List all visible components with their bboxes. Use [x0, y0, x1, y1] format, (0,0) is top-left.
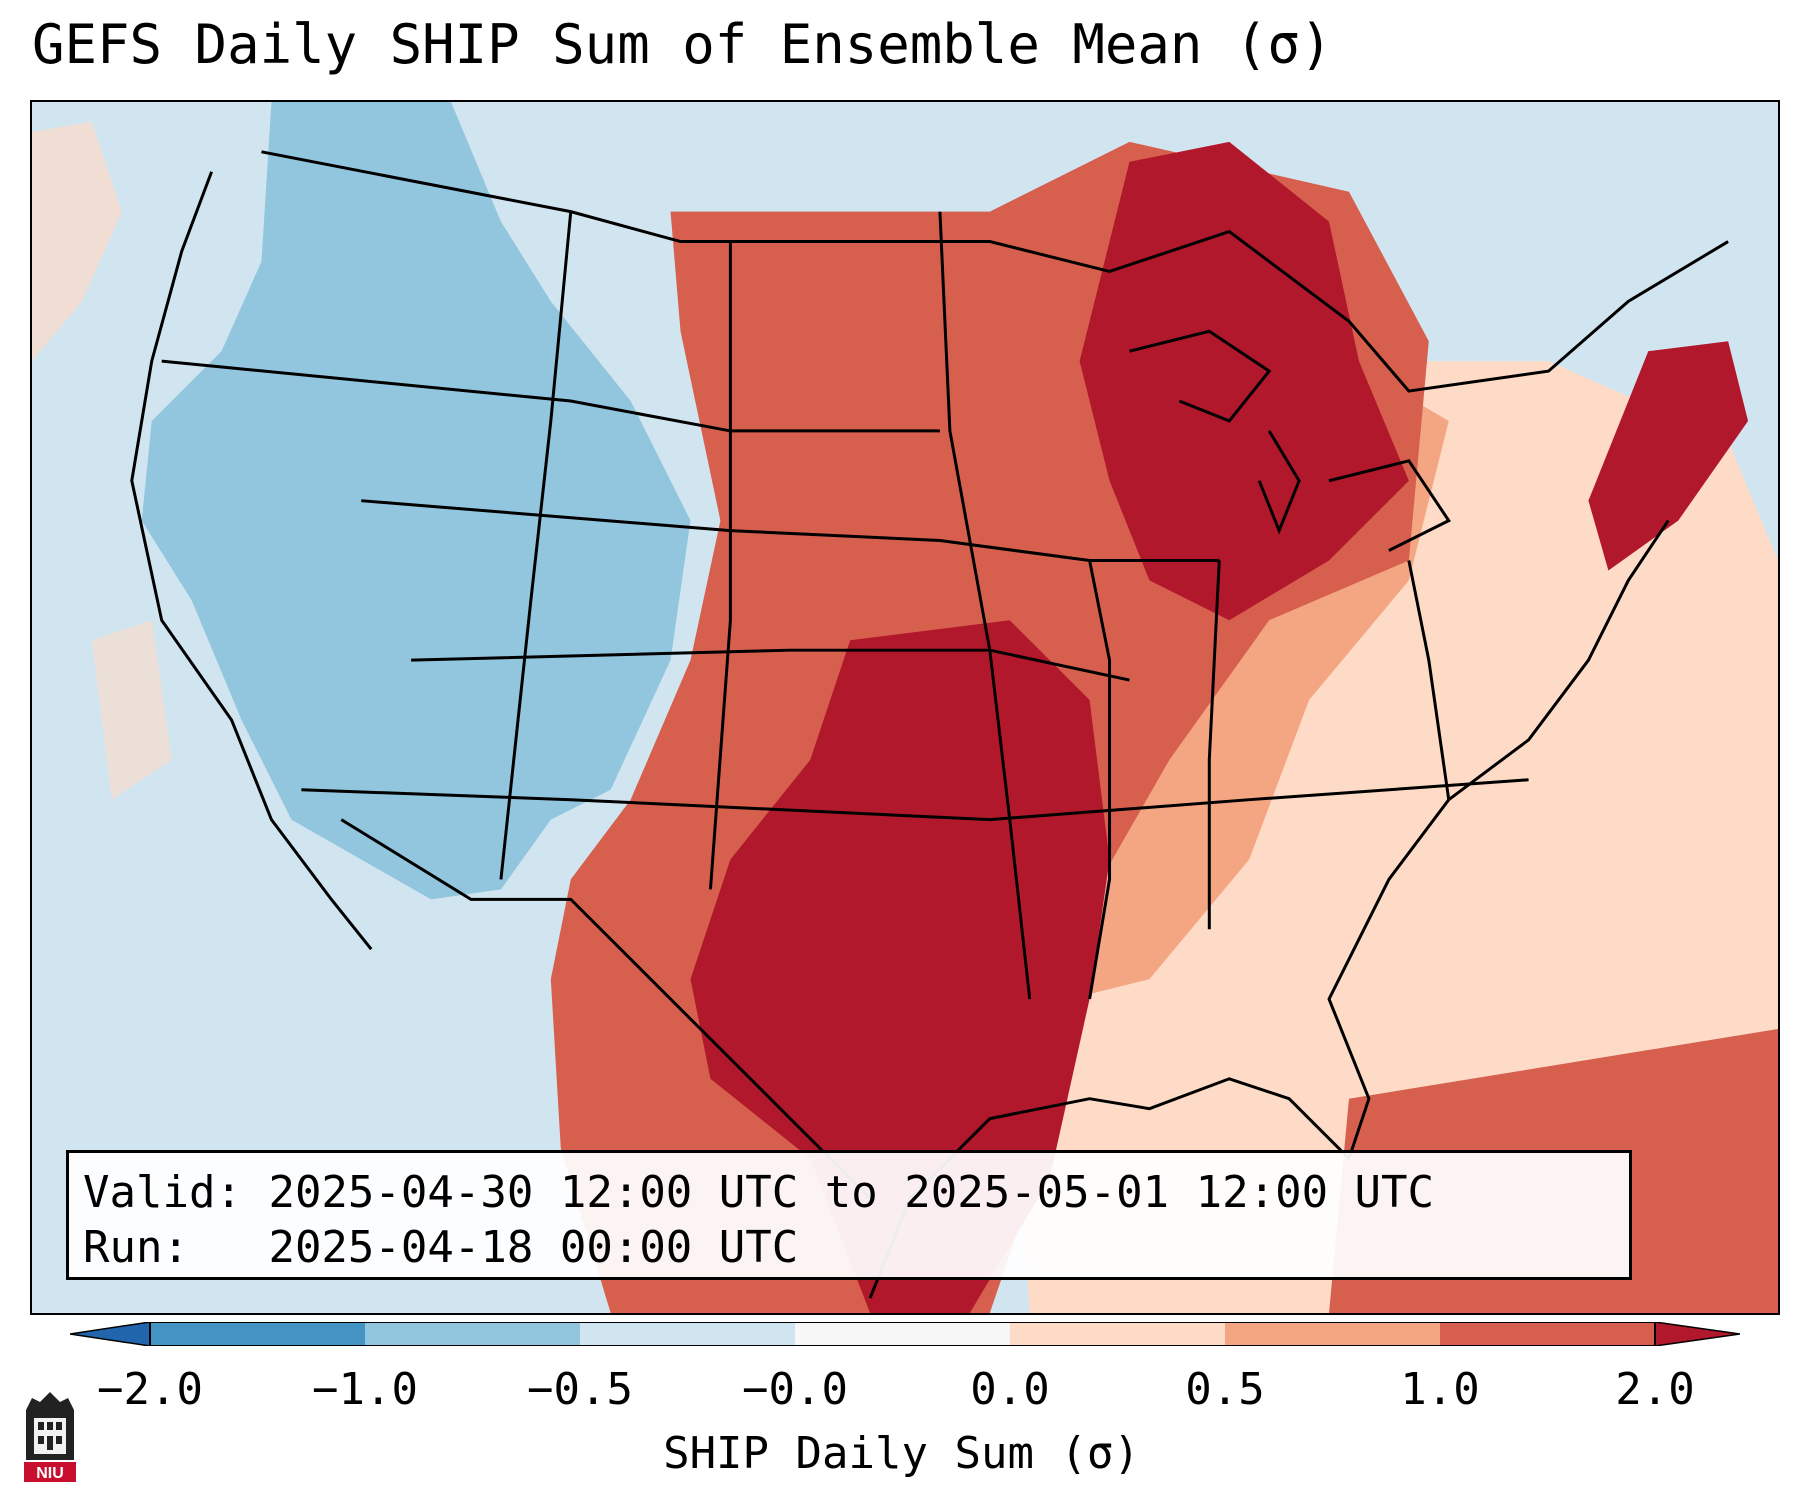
state-line-1 [161, 359, 940, 433]
state-line-3 [411, 648, 1130, 682]
colorbar-extend-low [70, 1322, 151, 1346]
mexico-border [340, 818, 872, 1200]
map-title: GEFS Daily SHIP Sum of Ensemble Mean (σ) [32, 13, 1333, 76]
state-line-4 [301, 778, 1529, 822]
colorbar-bin-4 [795, 1322, 1010, 1346]
colorbar-label: SHIP Daily Sum (σ) [663, 1428, 1140, 1479]
colorbar [70, 1322, 1740, 1346]
colorbar-bin-6 [1225, 1322, 1440, 1346]
gulf-coast [868, 519, 1670, 1299]
state-line-6 [708, 241, 732, 890]
boundary-lines [130, 150, 1729, 1299]
state-line-7 [938, 211, 1032, 1000]
southern-plains-max-region [690, 620, 1110, 1313]
map-canvas [32, 102, 1778, 1313]
valid-label: Valid: [83, 1167, 242, 1218]
baja-warm-patch [91, 620, 172, 800]
colorbar-bin-7 [1440, 1322, 1655, 1346]
colorbar-tick-label: 2.0 [1615, 1364, 1695, 1415]
west-negative-region [141, 102, 691, 900]
state-line-10 [1407, 560, 1451, 800]
us-canada-border [261, 150, 1729, 393]
colorbar-bin-3 [580, 1322, 795, 1346]
colorbar-bin-1 [150, 1322, 365, 1346]
colorbar-tick-label: 1.0 [1400, 1364, 1480, 1415]
run-label: Run: [83, 1222, 189, 1273]
colorbar-bin-5 [1010, 1322, 1225, 1346]
great-lakes-shape [1129, 329, 1451, 552]
valid-run-info-box: Valid: 2025-04-30 12:00 UTC to 2025-05-0… [66, 1150, 1632, 1280]
colorbar-tick-label: −2.0 [97, 1364, 203, 1415]
new-england-strong-region [1588, 341, 1749, 571]
colorbar-tick-label: −0.5 [527, 1364, 633, 1415]
colorbar-bin-2 [365, 1322, 580, 1346]
state-line-9 [1207, 560, 1221, 930]
run-value: 2025-04-18 00:00 UTC [268, 1222, 799, 1273]
state-line-5 [499, 211, 573, 880]
svg-text:NIU: NIU [36, 1465, 64, 1482]
colorbar-tick-label: 0.5 [1185, 1364, 1265, 1415]
niu-building-logo-icon: NIU [24, 1392, 76, 1482]
great-lakes-strong-region [1079, 141, 1409, 621]
colorbar-tick-label: 0.0 [970, 1364, 1050, 1415]
pacific-warm-patch [32, 121, 122, 362]
state-line-2 [361, 499, 1220, 562]
valid-value: 2025-04-30 12:00 UTC to 2025-05-01 12:00… [268, 1167, 1435, 1218]
west-coast [130, 171, 373, 951]
state-line-8 [1088, 560, 1112, 1000]
colorbar-tick-label: −0.0 [742, 1364, 848, 1415]
map-panel [30, 100, 1780, 1315]
colorbar-extend-high [1654, 1322, 1740, 1346]
colorbar-tick-label: −1.0 [312, 1364, 418, 1415]
